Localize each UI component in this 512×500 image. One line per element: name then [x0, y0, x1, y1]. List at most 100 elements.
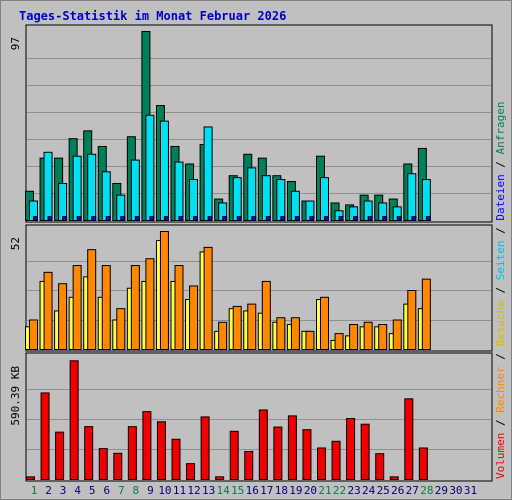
bar-rechner	[407, 290, 417, 350]
bar-dateien	[203, 126, 213, 221]
bar-rechner	[130, 265, 140, 350]
bar-dateien	[189, 179, 199, 221]
bar-volumen	[84, 426, 94, 480]
legend-separator: /	[494, 347, 507, 367]
page-title: Tages-Statistik im Monat Februar 2026	[19, 9, 287, 23]
day-label: 26	[391, 484, 404, 497]
bar-rechner	[218, 321, 228, 350]
bar-dateien	[174, 161, 184, 221]
day-label: 23	[347, 484, 360, 497]
bar-rechner	[232, 305, 242, 350]
panel-visits-ymax-label: 52	[9, 237, 22, 250]
legend-separator: /	[494, 280, 507, 300]
bar-seiten	[163, 216, 169, 221]
bar-volumen	[331, 440, 341, 480]
bar-rechner	[145, 258, 155, 351]
bar-seiten	[62, 216, 68, 221]
bar-seiten	[134, 216, 140, 221]
legend-separator: /	[494, 221, 507, 241]
bar-rechner	[159, 231, 169, 350]
bar-volumen	[40, 392, 50, 481]
bar-seiten	[120, 216, 126, 221]
day-label: 9	[147, 484, 154, 497]
bar-dateien	[320, 177, 329, 221]
bar-dateien	[145, 114, 155, 221]
bar-volumen	[26, 476, 35, 480]
bar-seiten	[367, 216, 373, 221]
bar-rechner	[29, 319, 38, 350]
bar-seiten	[149, 216, 155, 221]
bar-volumen	[404, 398, 414, 481]
bar-volumen	[317, 447, 326, 480]
bar-dateien	[261, 175, 271, 221]
bar-volumen	[55, 431, 65, 481]
day-label: 17	[260, 484, 273, 497]
bar-rechner	[276, 317, 286, 351]
legend-item-volumen: Volumen	[494, 433, 507, 479]
bar-volumen	[229, 430, 239, 481]
bar-rechner	[349, 324, 359, 350]
bar-rechner	[87, 249, 97, 350]
bar-seiten	[222, 216, 228, 221]
bar-volumen	[418, 447, 428, 480]
bar-seiten	[425, 216, 431, 221]
bar-volumen	[273, 426, 283, 480]
day-label: 3	[60, 484, 67, 497]
bar-volumen	[113, 452, 123, 480]
day-label: 19	[289, 484, 302, 497]
bar-dateien	[407, 173, 417, 221]
bar-volumen	[186, 463, 196, 481]
bar-volumen	[98, 448, 108, 480]
bar-seiten	[411, 216, 417, 221]
bar-volumen	[215, 476, 225, 480]
bar-seiten	[324, 216, 329, 221]
bar-rechner	[58, 283, 68, 351]
bar-dateien	[101, 171, 111, 222]
bar-rechner	[363, 321, 373, 350]
legend-item-anfragen: Anfragen	[494, 101, 507, 154]
bar-volumen	[302, 429, 312, 481]
bar-rechner	[247, 303, 257, 351]
day-label: 24	[362, 484, 376, 497]
bar-volumen	[171, 438, 181, 480]
bar-volumen	[346, 418, 356, 480]
day-label: 7	[118, 484, 125, 497]
bar-seiten	[338, 216, 344, 221]
day-label: 15	[231, 484, 244, 497]
day-label: 16	[246, 484, 259, 497]
bar-rechner	[43, 271, 53, 351]
bar-volumen	[258, 409, 268, 481]
day-label: 13	[202, 484, 215, 497]
bar-seiten	[207, 216, 213, 221]
day-label: 4	[74, 484, 81, 497]
bar-volumen	[375, 453, 385, 480]
bar-seiten	[251, 216, 257, 221]
bar-rechner	[72, 265, 82, 350]
bar-volumen	[142, 411, 152, 480]
bar-rechner	[174, 265, 184, 350]
bar-volumen	[156, 421, 166, 481]
bar-rechner	[189, 285, 199, 351]
bar-seiten	[33, 216, 38, 221]
bar-dateien	[232, 177, 242, 221]
bar-seiten	[294, 216, 300, 221]
bar-dateien	[43, 151, 53, 221]
legend-item-besuche: Besuche	[494, 300, 507, 346]
legend-item-rechner: Rechner	[494, 366, 507, 413]
bar-rechner	[421, 278, 431, 350]
day-label: 31	[464, 484, 477, 497]
bar-seiten	[76, 216, 82, 221]
bar-seiten	[265, 216, 271, 221]
bar-dateien	[276, 179, 286, 221]
day-label: 30	[449, 484, 462, 497]
bar-dateien	[130, 159, 140, 221]
bar-seiten	[353, 216, 359, 221]
bar-seiten	[309, 216, 315, 221]
bar-volumen	[360, 423, 370, 480]
day-label: 14	[217, 484, 231, 497]
bar-rechner	[320, 296, 329, 350]
panel-hits-ymax-label: 97	[9, 37, 22, 50]
day-label: 22	[333, 484, 346, 497]
bar-rechner	[392, 319, 402, 350]
